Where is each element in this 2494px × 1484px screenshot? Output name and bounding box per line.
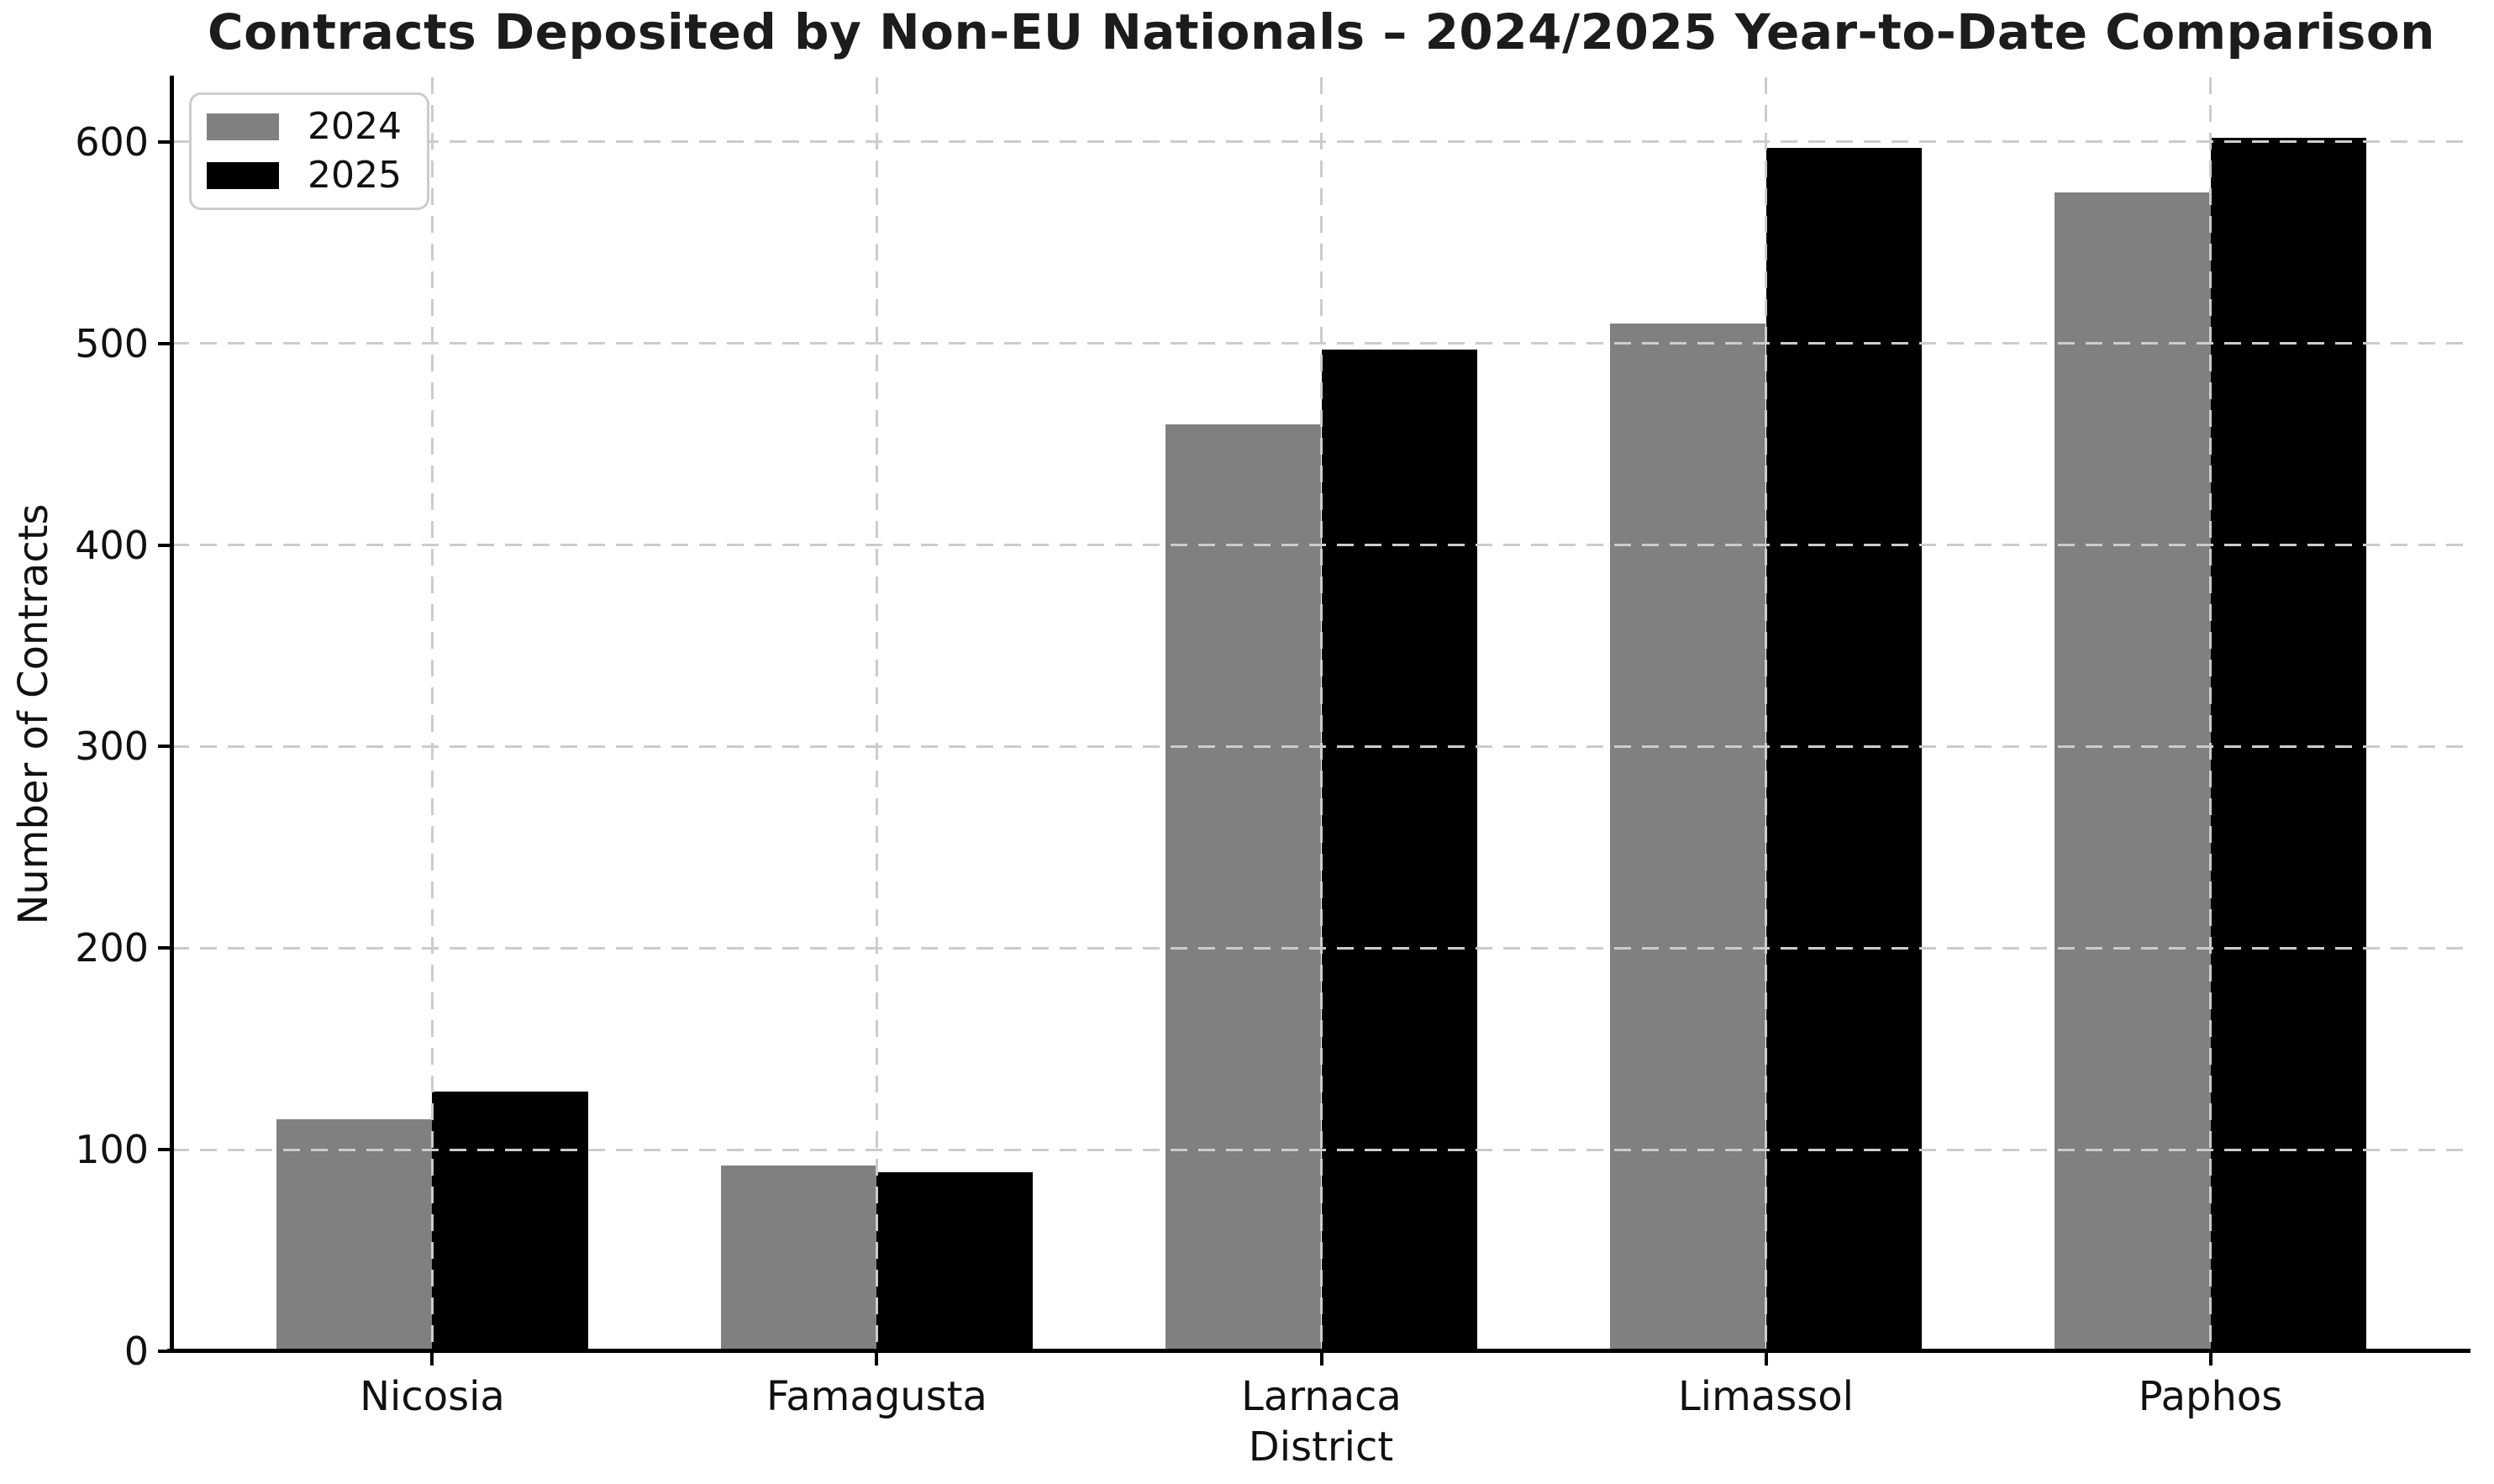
bar-paphos-2024 — [2055, 192, 2211, 1351]
x-tick-limassol — [1764, 1351, 1768, 1366]
legend-entry-2024: 2024 — [207, 108, 402, 145]
x-axis-spine — [167, 1349, 2470, 1353]
gridline-x-famagusta — [875, 77, 878, 1351]
gridline-x-limassol — [1765, 77, 1767, 1351]
bar-nicosia-2024 — [276, 1119, 433, 1351]
bar-nicosia-2025 — [432, 1091, 588, 1351]
bar-famagusta-2024 — [721, 1166, 877, 1351]
y-tick-label-600: 600 — [75, 118, 149, 165]
bar-larnaca-2024 — [1165, 424, 1322, 1351]
y-axis-spine — [170, 76, 174, 1353]
y-tick-0 — [158, 1350, 172, 1353]
legend: 2024 2025 — [189, 92, 429, 210]
x-axis-label: District — [1248, 1423, 1394, 1471]
x-tick-nicosia — [430, 1351, 434, 1366]
bar-larnaca-2025 — [1321, 349, 1477, 1351]
y-tick-label-400: 400 — [75, 522, 149, 568]
y-tick-label-500: 500 — [75, 320, 149, 366]
y-axis-label: Number of Contracts — [10, 503, 57, 925]
x-tick-label-nicosia: Nicosia — [360, 1373, 505, 1420]
y-tick-200 — [158, 946, 172, 950]
legend-label-2024: 2024 — [308, 105, 402, 148]
y-tick-100 — [158, 1148, 172, 1152]
x-tick-famagusta — [875, 1351, 879, 1366]
gridline-x-paphos — [2209, 77, 2213, 1351]
chart-title: Contracts Deposited by Non-EU Nationals … — [208, 3, 2435, 61]
y-tick-label-200: 200 — [75, 925, 149, 971]
bar-famagusta-2025 — [876, 1171, 1033, 1351]
y-tick-label-0: 0 — [124, 1329, 149, 1374]
plot-area: 2024 2025 0 100 200 300 400 500 600 Nicosia Fama… — [75, 76, 2470, 1420]
legend-label-2025: 2025 — [308, 154, 402, 197]
x-tick-paphos — [2208, 1351, 2213, 1366]
x-tick-label-paphos: Paphos — [2138, 1373, 2283, 1420]
x-tick-larnaca — [1319, 1351, 1323, 1366]
x-tick-label-larnaca: Larnaca — [1241, 1373, 1402, 1420]
y-tick-label-300: 300 — [75, 724, 149, 770]
gridline-x-nicosia — [430, 77, 434, 1351]
y-tick-600 — [158, 139, 172, 144]
bar-limassol-2025 — [1765, 147, 1922, 1351]
y-tick-400 — [158, 543, 172, 547]
legend-swatch-2024-icon — [207, 113, 279, 140]
y-tick-label-100: 100 — [75, 1127, 149, 1173]
gridline-x-larnaca — [1320, 77, 1323, 1351]
y-tick-300 — [158, 745, 172, 749]
legend-swatch-2025-icon — [207, 162, 279, 189]
y-tick-500 — [158, 341, 172, 345]
x-tick-label-limassol: Limassol — [1678, 1373, 1854, 1420]
bar-limassol-2024 — [1610, 323, 1766, 1351]
x-tick-label-famagusta: Famagusta — [766, 1373, 987, 1420]
legend-entry-2025: 2025 — [207, 157, 402, 194]
